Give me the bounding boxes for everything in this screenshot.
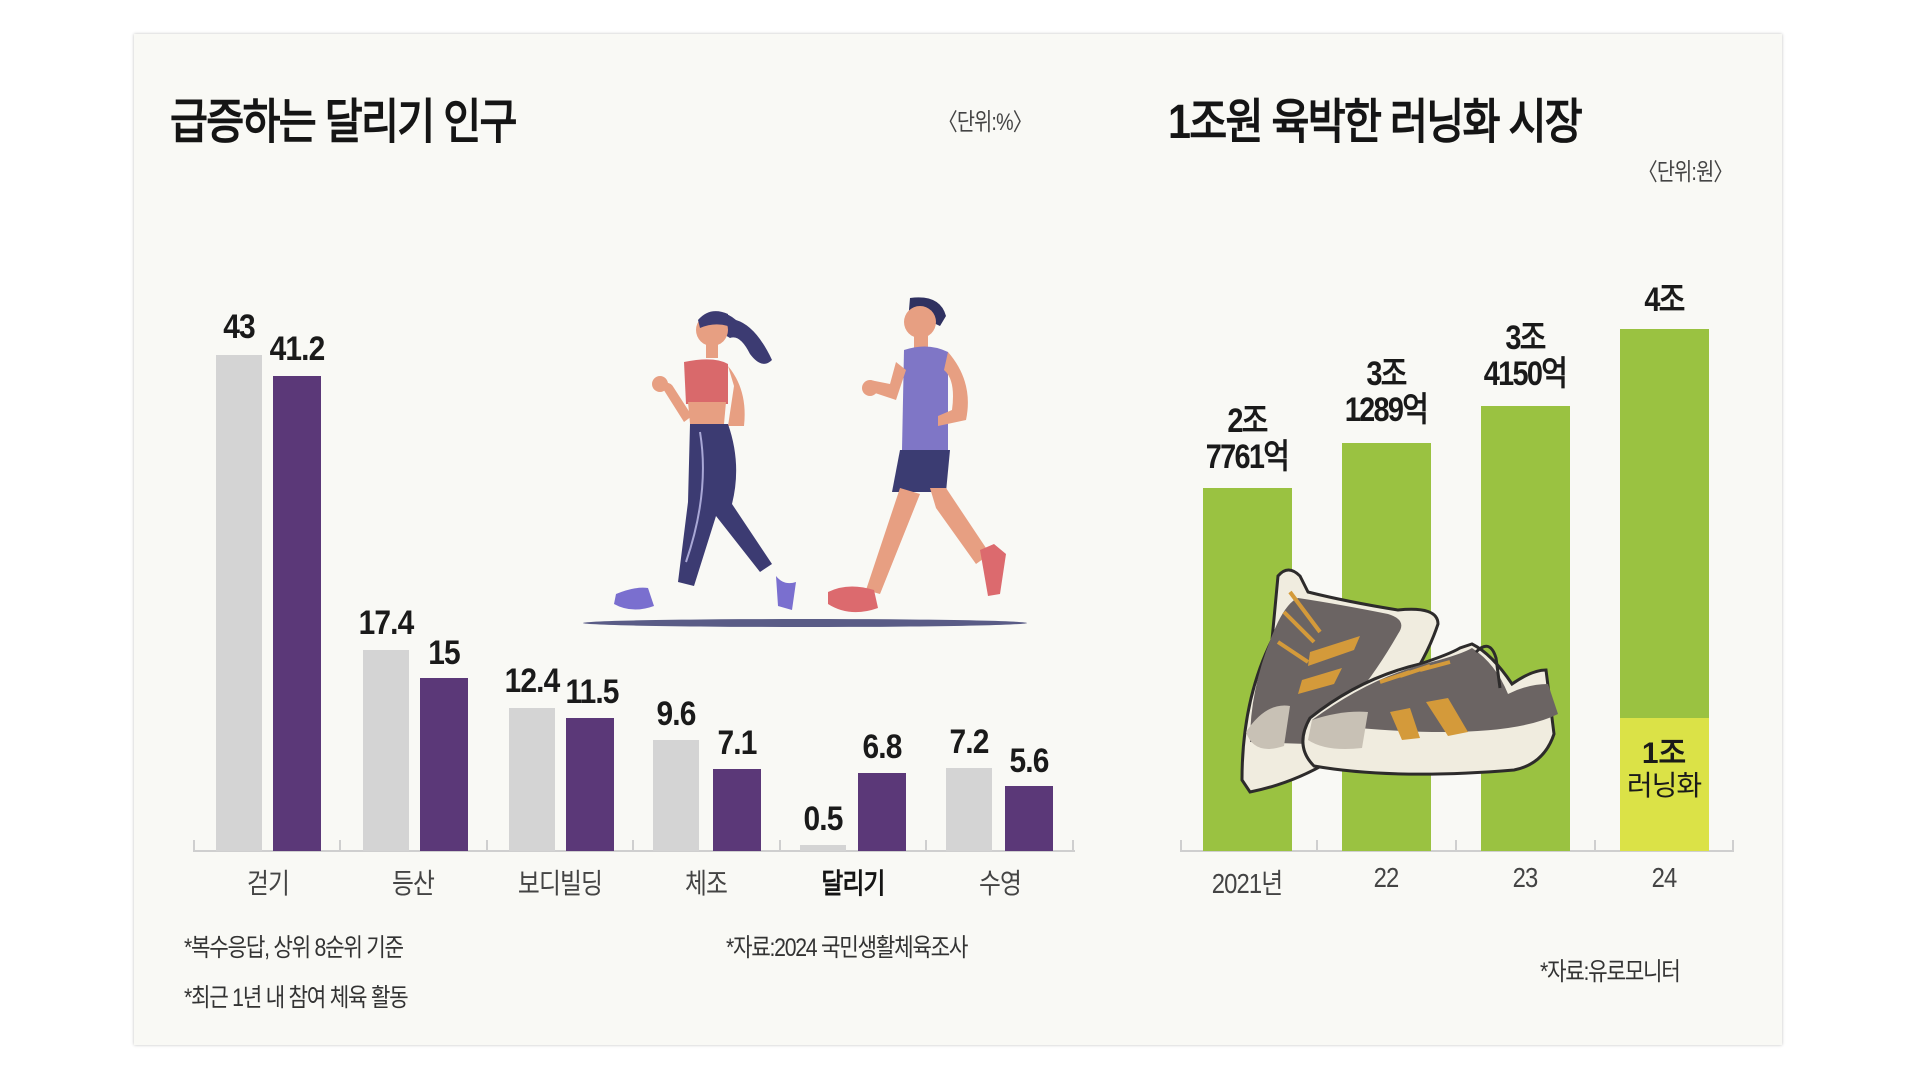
value-label-2023: 3조 4150억 <box>1483 319 1568 393</box>
source-note: *자료:유로모니터 <box>1540 958 1681 986</box>
right-chart-unit: 〈단위:원〉 <box>1638 159 1733 186</box>
running-shoes-illustration <box>1240 568 1558 794</box>
left-chart-x-axis <box>193 850 1075 852</box>
left-chart-title: 급증하는 달리기 인구 <box>170 96 518 149</box>
bar-purple-running <box>858 773 906 851</box>
axis-tick <box>1594 840 1596 852</box>
value-label: 7.1 <box>717 724 758 762</box>
bar-purple-hiking <box>420 678 468 851</box>
category-label: 체조 <box>684 868 728 899</box>
bar-purple-bodybuilding <box>566 718 614 851</box>
value-label-2022: 3조 1289억 <box>1344 355 1429 429</box>
category-label: 수영 <box>978 868 1022 899</box>
axis-tick <box>193 840 195 852</box>
bar-purple-swimming <box>1005 786 1053 851</box>
axis-tick <box>1732 840 1734 852</box>
axis-tick <box>1072 840 1074 852</box>
bar-gray-walking <box>216 355 262 851</box>
right-chart-title: 1조원 육박한 러닝화 시장 <box>1168 96 1583 149</box>
bar-gray-bodybuilding <box>509 708 555 851</box>
axis-tick <box>779 840 781 852</box>
bar-2023 <box>1481 406 1570 851</box>
value-label-2024: 4조 <box>1644 281 1685 319</box>
shoe-back-icon <box>1240 568 1440 794</box>
bar-gray-gymnastics <box>653 740 699 851</box>
value-label: 7.2 <box>949 723 990 761</box>
category-label: 2021년 <box>1211 868 1283 899</box>
bar-purple-walking <box>273 376 321 851</box>
value-label: 0.5 <box>803 800 844 838</box>
woman-runner-icon <box>614 311 796 610</box>
category-label: 등산 <box>391 868 435 899</box>
axis-tick <box>486 840 488 852</box>
right-chart-x-axis <box>1180 850 1734 852</box>
bar-purple-gymnastics <box>713 769 761 851</box>
source-note: *자료:2024 국민생활체육조사 <box>726 934 968 962</box>
bar-2024-running-shoes-segment <box>1620 718 1709 851</box>
value-label: 11.5 <box>565 673 619 711</box>
axis-tick <box>1316 840 1318 852</box>
axis-tick <box>1180 840 1182 852</box>
category-label: 걷기 <box>246 868 290 899</box>
category-label: 24 <box>1651 862 1678 893</box>
value-label-2021: 2조 7761억 <box>1205 402 1290 476</box>
shoe-front-icon <box>1301 642 1558 776</box>
running-shoes-segment-label: 1조 러닝화 <box>1626 737 1702 802</box>
value-label: 12.4 <box>504 662 561 700</box>
bar-gray-running <box>800 845 846 851</box>
value-label: 43 <box>223 308 255 346</box>
value-label: 9.6 <box>656 695 697 733</box>
category-label-highlighted: 달리기 <box>821 868 885 899</box>
axis-tick <box>632 840 634 852</box>
category-label: 23 <box>1512 862 1539 893</box>
two-runners-illustration <box>583 297 1027 627</box>
bar-gray-swimming <box>946 768 992 851</box>
bar-gray-hiking <box>363 650 409 851</box>
value-label: 6.8 <box>862 728 903 766</box>
axis-tick <box>339 840 341 852</box>
value-label: 17.4 <box>358 604 415 642</box>
left-chart-unit: 〈단위:%〉 <box>938 109 1032 136</box>
value-label: 41.2 <box>269 330 326 368</box>
axis-tick <box>1455 840 1457 852</box>
category-label: 보디빌딩 <box>517 868 603 899</box>
footnote: *복수응답, 상위 8순위 기준 <box>184 934 404 962</box>
man-runner-icon <box>828 297 1006 613</box>
axis-tick <box>925 840 927 852</box>
value-label: 15 <box>428 634 460 672</box>
category-label: 22 <box>1373 862 1400 893</box>
footnote: *최근 1년 내 참여 체육 활동 <box>184 984 409 1012</box>
value-label: 5.6 <box>1009 742 1050 780</box>
